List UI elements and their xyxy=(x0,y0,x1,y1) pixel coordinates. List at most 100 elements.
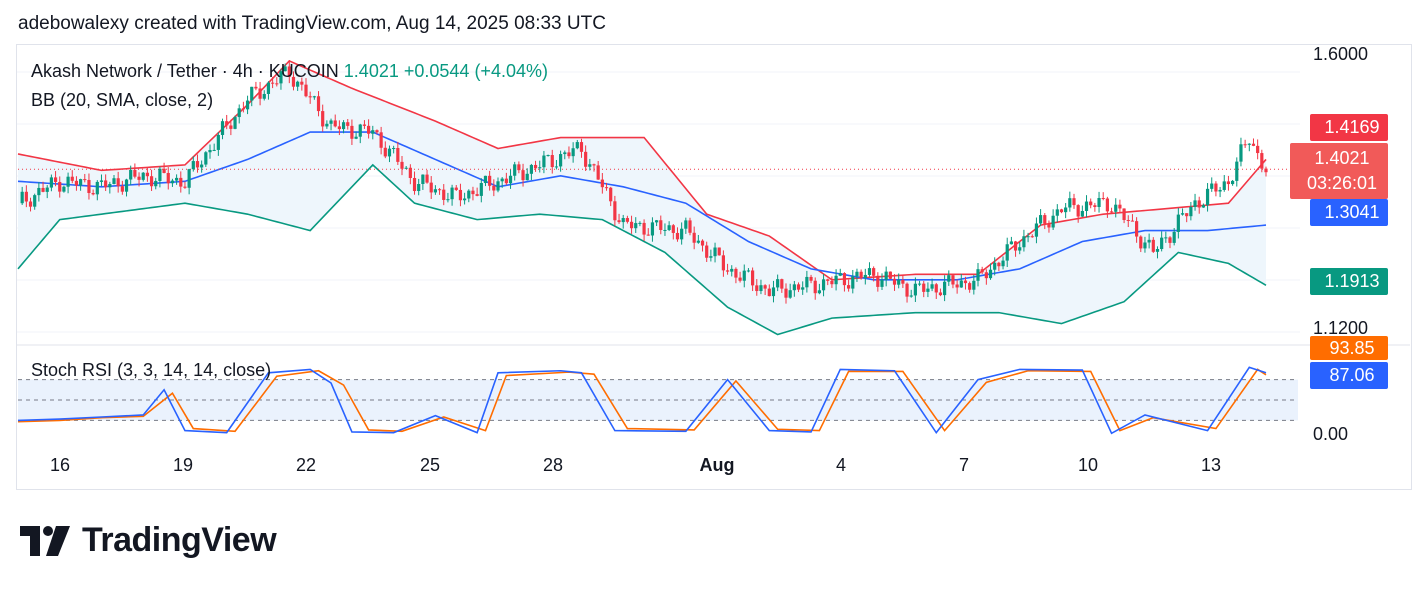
candle-body xyxy=(412,177,417,192)
candle-body xyxy=(972,280,976,290)
candle-body xyxy=(229,125,233,129)
candle-body xyxy=(730,268,734,272)
candle-body xyxy=(642,222,646,235)
candle-body xyxy=(947,275,951,282)
candle-body xyxy=(45,187,49,192)
candle-body xyxy=(876,275,880,287)
candle-body xyxy=(721,255,725,271)
candle-body xyxy=(680,228,684,240)
candle-body xyxy=(371,130,375,134)
candle-body xyxy=(788,290,792,298)
candle-body xyxy=(1251,143,1256,146)
candle-body xyxy=(442,189,446,200)
candle-body xyxy=(997,262,1001,267)
candle-body xyxy=(1089,201,1093,206)
candle-body xyxy=(421,174,425,184)
candle-body xyxy=(425,174,429,183)
stoch-k-line xyxy=(17,366,1267,435)
candle-body xyxy=(367,125,371,134)
candle-body xyxy=(237,108,241,118)
candle-body xyxy=(1022,236,1026,248)
candle-body xyxy=(725,270,730,272)
candle-body xyxy=(579,142,584,152)
candle-body xyxy=(170,180,175,184)
candle-body xyxy=(922,283,926,292)
candle-body xyxy=(1231,180,1235,185)
candle-body xyxy=(759,285,763,292)
candle-body xyxy=(751,270,755,286)
stoch-rsi-legend[interactable]: Stoch RSI (3, 3, 14, 14, close) xyxy=(31,360,272,380)
candle-body xyxy=(1264,168,1268,173)
stoch-k-tag: 87.06 xyxy=(1310,362,1388,389)
candle-body xyxy=(600,179,604,188)
candle-body xyxy=(1172,231,1176,243)
candle-body xyxy=(212,149,216,151)
candle-body xyxy=(250,86,254,101)
candle-body xyxy=(1005,244,1009,261)
candle-body xyxy=(362,124,367,126)
candle-body xyxy=(20,191,24,204)
candle-body xyxy=(1189,206,1193,217)
candle-body xyxy=(963,280,968,284)
bb-band-fill xyxy=(18,60,1266,335)
candle-body xyxy=(734,268,738,278)
bb-legend[interactable]: BB (20, SMA, close, 2) xyxy=(31,90,214,110)
time-tick-label: 28 xyxy=(542,455,564,475)
candle-body xyxy=(312,96,316,98)
candle-body xyxy=(133,170,137,177)
candle-body xyxy=(776,279,780,288)
candle-body xyxy=(959,280,963,288)
candle-body xyxy=(609,187,613,202)
candle-body xyxy=(1076,205,1080,217)
candle-body xyxy=(496,181,500,191)
candle-body xyxy=(692,232,696,243)
bb-basis-line xyxy=(17,131,1267,281)
candle-body xyxy=(325,123,329,127)
candle-body xyxy=(613,201,617,221)
basis-tag: 1.3041 xyxy=(1310,199,1388,226)
candle-body xyxy=(1164,237,1168,239)
candle-body xyxy=(183,186,187,188)
candle-body xyxy=(95,181,99,195)
candle-body xyxy=(780,279,784,289)
candle-body xyxy=(329,120,333,124)
candle-body xyxy=(709,256,713,258)
time-tick-label: 25 xyxy=(419,455,441,475)
candle-body xyxy=(204,152,208,165)
candle-body xyxy=(83,179,87,181)
candle-body xyxy=(1130,220,1135,222)
candle-body xyxy=(108,183,112,188)
candle-body xyxy=(938,292,943,296)
candle-body xyxy=(41,187,45,192)
candle-body xyxy=(596,165,600,180)
candle-body xyxy=(279,71,283,84)
candle-body xyxy=(1059,209,1064,213)
candle-body xyxy=(124,179,129,192)
candle-body xyxy=(258,88,262,99)
candle-body xyxy=(784,288,788,298)
candle-body xyxy=(175,177,179,181)
candle-body xyxy=(955,284,959,288)
candle-body xyxy=(1239,144,1243,162)
candle-body xyxy=(300,81,304,85)
candle-body xyxy=(1109,211,1114,213)
time-tick-label: 22 xyxy=(295,455,317,475)
candle-body xyxy=(112,178,116,184)
brand-name: TradingView xyxy=(82,521,277,559)
candle-body xyxy=(525,173,529,181)
candle-body xyxy=(821,279,826,291)
candle-body xyxy=(53,177,58,182)
candle-body xyxy=(584,151,588,167)
price-axis-top: 1.6000 xyxy=(1313,44,1369,64)
symbol-title[interactable]: Akash Network / Tether · 4h · KUCOIN xyxy=(31,61,339,81)
candle-body xyxy=(166,172,170,184)
candle-body xyxy=(446,199,450,201)
tradingview-brand[interactable]: TradingView xyxy=(20,521,277,560)
candle-body xyxy=(74,180,79,186)
candle-body xyxy=(897,279,901,285)
candle-body xyxy=(241,108,245,110)
candle-body xyxy=(1147,239,1151,243)
candle-body xyxy=(225,121,229,126)
candle-body xyxy=(79,179,83,186)
